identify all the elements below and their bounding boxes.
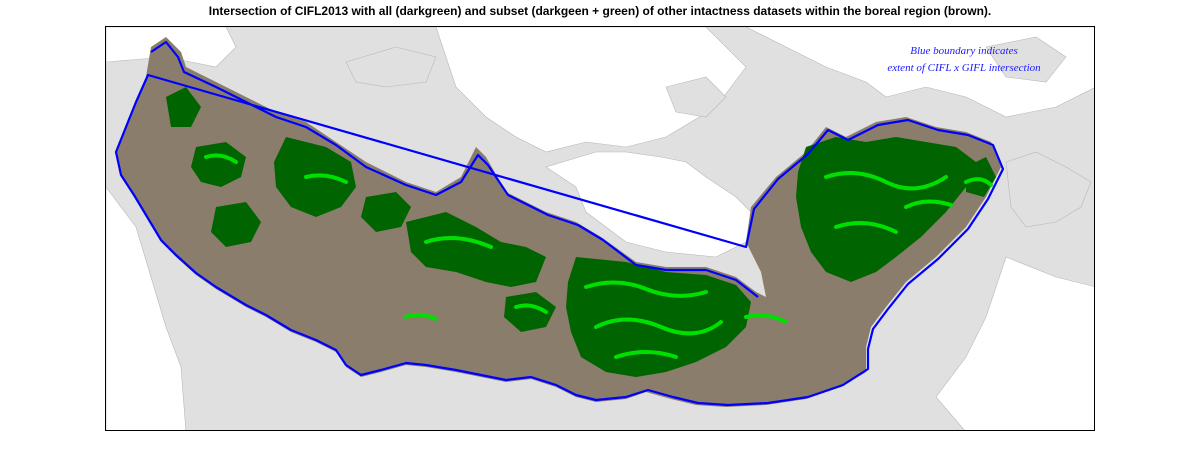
map-annotation: Blue boundary indicates extent of CIFL x… — [864, 43, 1064, 77]
map-title: Intersection of CIFL2013 with all (darkg… — [208, 4, 992, 18]
map-canvas — [106, 27, 1094, 430]
annotation-line-1: Blue boundary indicates — [910, 45, 1018, 57]
cifl-gifl-boundary — [114, 40, 1005, 407]
boreal-region — [116, 37, 1001, 407]
subset-intersection — [204, 153, 993, 359]
map-frame: Blue boundary indicates extent of CIFL x… — [105, 26, 1095, 431]
annotation-line-2: extent of CIFL x GIFL intersection — [887, 62, 1041, 74]
